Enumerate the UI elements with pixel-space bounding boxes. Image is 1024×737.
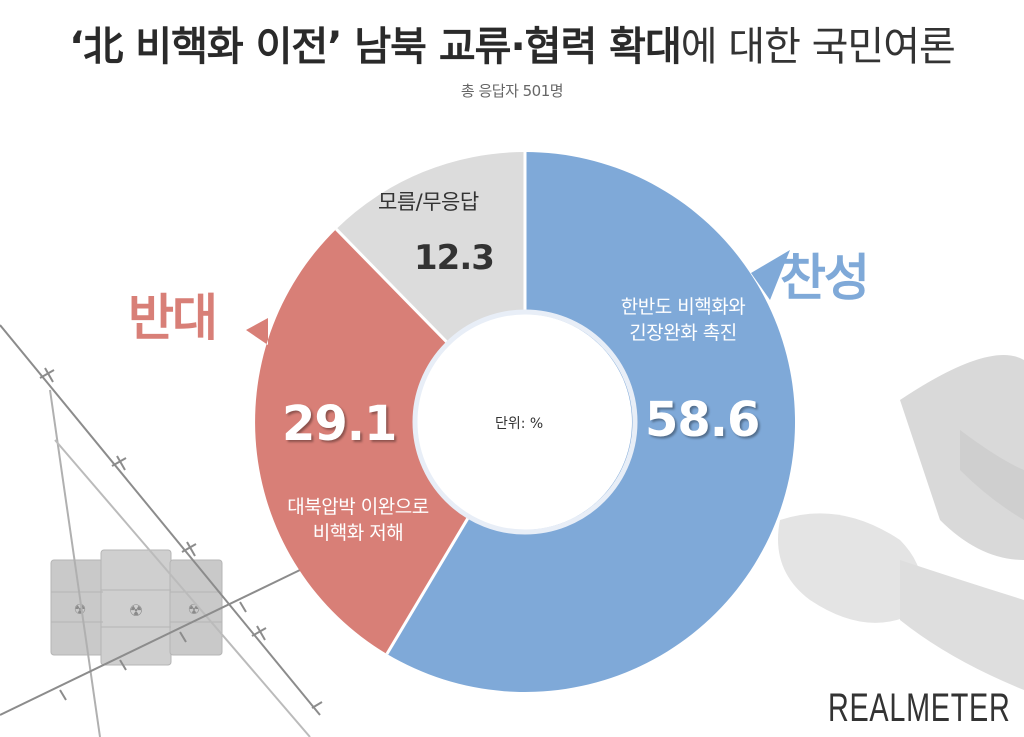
unit-label: 단위: % [495,416,544,432]
realmeter-logo: REALMETER [827,686,1010,730]
chart-subtitle: 총 응답자 501명 [460,82,564,100]
title-light: 에 대한 국민여론 [680,24,956,70]
chart-title: ‘北 비핵화 이전’ 남북 교류·협력 확대에 대한 국민여론 [0,14,1024,72]
segment-unknown[interactable] [336,152,525,345]
oppose-category-label: 반대 [128,289,218,347]
favor-reason-line2: 긴장완화 촉진 [629,322,737,344]
favor-category-label: 찬성 [780,249,870,307]
unknown-category-label: 모름/무응답 [378,190,479,214]
handshake-illustration [778,355,1024,690]
oppose-value: 29.1 [282,396,397,452]
barbed-wire-illustration [0,324,323,737]
segment-oppose[interactable] [246,229,470,654]
favor-reason: 한반도 비핵화와 긴장완화 촉진 [598,294,768,346]
unknown-value: 12.3 [414,238,495,278]
favor-reason-line1: 한반도 비핵화와 [620,296,746,318]
favor-value: 58.6 [645,392,760,448]
oppose-reason-line2: 비핵화 저해 [312,522,404,544]
nuclear-barrels-illustration: ☢ ☢ ☢ [50,549,223,666]
oppose-reason-line1: 대북압박 이완으로 [287,496,429,518]
segment-favor[interactable] [386,152,796,692]
oppose-reason: 대북압박 이완으로 비핵화 저해 [268,494,448,546]
svg-text:☢: ☢ [129,601,143,620]
title-bold: ‘北 비핵화 이전’ 남북 교류·협력 확대 [69,24,682,70]
